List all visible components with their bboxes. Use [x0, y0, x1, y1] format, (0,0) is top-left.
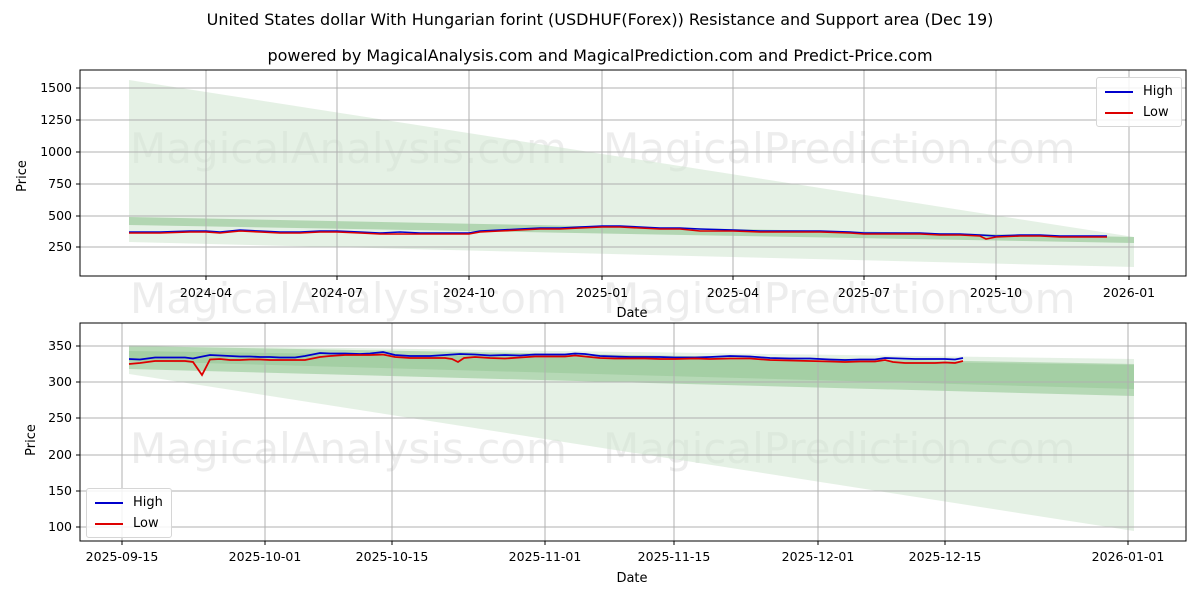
top-chart: MagicalAnalysis.com MagicalPrediction.co…	[15, 69, 1187, 323]
top-legend: High Low	[1096, 77, 1182, 127]
bottom-y-ticks: 350 300 250 200 150 100	[48, 338, 80, 534]
y-tick-label: 1000	[40, 144, 72, 159]
inner-zone-band	[129, 351, 1134, 389]
x-axis-label: Date	[616, 571, 647, 586]
bottom-x-ticks: 2025-09-15 2025-10-01 2025-10-15 2025-11…	[86, 541, 1165, 564]
outer-range-band	[129, 345, 1134, 531]
low-line-swatch	[95, 522, 123, 525]
legend-item-high: High	[95, 492, 163, 513]
y-tick-label: 300	[48, 374, 72, 389]
x-tick-label: 2025-04	[707, 285, 759, 300]
low-line-swatch	[1105, 111, 1133, 114]
x-tick-label: 2025-11-01	[509, 549, 582, 564]
legend-item-low: Low	[95, 513, 163, 534]
y-tick-label: 1500	[40, 80, 72, 95]
y-axis-label: Price	[15, 160, 30, 192]
y-tick-label: 750	[48, 176, 72, 191]
x-tick-label: 2024-04	[180, 285, 232, 300]
y-tick-label: 250	[48, 410, 72, 425]
x-tick-label: 2025-10	[970, 285, 1022, 300]
y-tick-label: 250	[48, 239, 72, 254]
x-tick-label: 2025-07	[838, 285, 890, 300]
x-tick-label: 2024-10	[443, 285, 495, 300]
y-tick-label: 150	[48, 483, 72, 498]
y-tick-label: 1250	[40, 112, 72, 127]
legend-item-low: Low	[1105, 102, 1173, 123]
outer-range-band	[129, 80, 1134, 267]
resistance-support-band	[129, 346, 1134, 396]
x-tick-label: 2025-01	[576, 285, 628, 300]
x-tick-label: 2026-01	[1103, 285, 1155, 300]
high-line-swatch	[95, 501, 123, 504]
y-tick-label: 500	[48, 208, 72, 223]
bottom-gridlines	[80, 323, 1186, 541]
legend-item-high: High	[1105, 81, 1173, 102]
top-gridlines	[80, 70, 1186, 276]
legend-label: High	[133, 495, 163, 510]
top-axes-frame	[79, 69, 1187, 277]
watermark: MagicalAnalysis.com	[130, 424, 567, 473]
top-x-ticks: 2024-04 2024-07 2024-10 2025-01 2025-04 …	[180, 276, 1155, 300]
watermark: MagicalPrediction.com	[603, 274, 1076, 323]
chart-title: United States dollar With Hungarian fori…	[206, 10, 994, 29]
chart-subtitle: powered by MagicalAnalysis.com and Magic…	[267, 46, 933, 65]
bottom-legend: High Low	[86, 488, 172, 538]
legend-label: Low	[133, 516, 159, 531]
bottom-chart: MagicalAnalysis.com MagicalPrediction.co…	[24, 322, 1187, 586]
legend-label: Low	[1143, 105, 1169, 120]
x-tick-label: 2025-12-01	[782, 549, 855, 564]
legend-label: High	[1143, 84, 1173, 99]
low-line	[128, 353, 964, 377]
x-tick-label: 2025-09-15	[86, 549, 159, 564]
x-tick-label: 2025-10-01	[229, 549, 302, 564]
x-axis-label: Date	[616, 306, 647, 321]
x-tick-label: 2025-12-15	[909, 549, 982, 564]
low-line	[129, 226, 1107, 240]
top-y-ticks: 1500 1250 1000 750 500 250	[40, 80, 80, 254]
x-tick-label: 2024-07	[311, 285, 363, 300]
resistance-support-band	[129, 217, 1134, 243]
x-tick-label: 2025-11-15	[638, 549, 711, 564]
watermark: MagicalAnalysis.com	[130, 274, 567, 323]
y-tick-label: 350	[48, 338, 72, 353]
x-tick-label: 2025-10-15	[356, 549, 429, 564]
watermark: MagicalPrediction.com	[603, 124, 1076, 173]
high-line	[129, 225, 1107, 237]
y-tick-label: 100	[48, 519, 72, 534]
y-axis-label: Price	[24, 424, 39, 456]
x-tick-label: 2026-01-01	[1092, 549, 1165, 564]
high-line	[128, 351, 964, 361]
bottom-axes-frame	[79, 322, 1187, 542]
high-line-swatch	[1105, 90, 1133, 93]
y-tick-label: 200	[48, 447, 72, 462]
